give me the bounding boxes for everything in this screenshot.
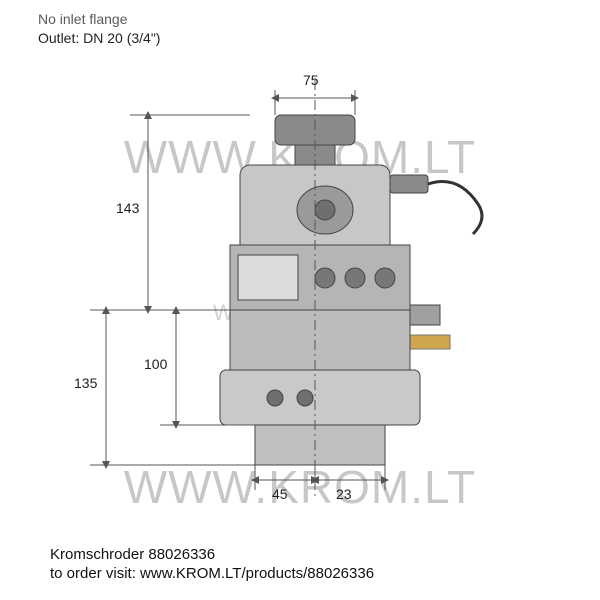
dim-lower-inner: 100: [144, 356, 167, 372]
manufacturer-name: Kromschroder: [50, 546, 144, 563]
technical-diagram: 75 143 135 100 45 23: [70, 60, 530, 530]
footer: Kromschroder 88026336 to order visit: ww…: [50, 546, 374, 582]
dim-upper-height: 143: [116, 200, 139, 216]
dim-lower-outer: 135: [74, 375, 97, 391]
dim-base-right: 23: [336, 486, 352, 502]
spec-box: No inlet flange Outlet: DN 20 (3/4"): [38, 10, 160, 48]
order-prefix: to order visit:: [50, 565, 136, 582]
part-number: 88026336: [148, 546, 215, 563]
dim-base-left: 45: [272, 486, 288, 502]
spec-inlet: No inlet flange: [38, 10, 160, 29]
device-body: [220, 115, 482, 465]
dim-top-width: 75: [303, 72, 319, 88]
order-url: www.KROM.LT/products/88026336: [140, 565, 374, 582]
diagram-svg: [70, 60, 530, 530]
spec-outlet: Outlet: DN 20 (3/4"): [38, 29, 160, 48]
